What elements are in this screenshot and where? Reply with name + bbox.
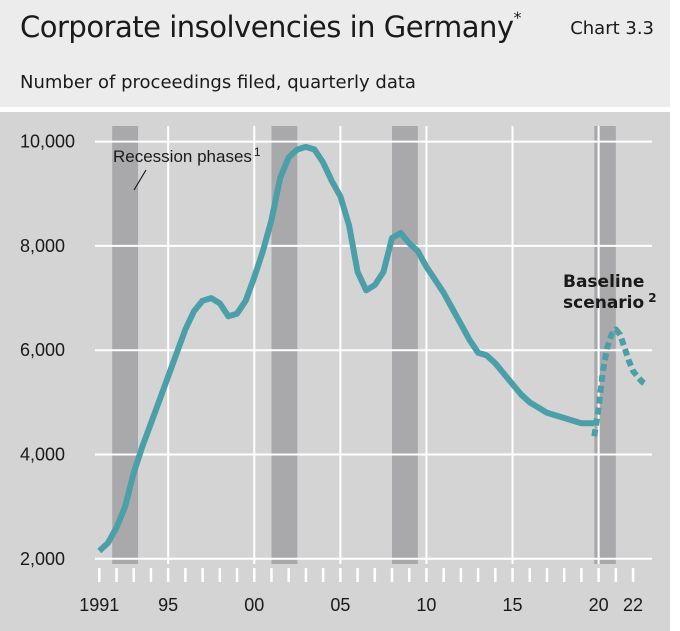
series-line-baseline-scenario	[591, 326, 648, 437]
x-tick-label: 1991	[79, 595, 119, 615]
x-tick-label: 15	[503, 595, 523, 615]
series-line-insolvencies	[97, 143, 595, 554]
chart-number: Chart 3.3	[570, 18, 654, 39]
chart-title: Corporate insolvencies in Germany*	[20, 8, 522, 44]
recession-label-leader	[133, 169, 147, 191]
x-tick-label: 10	[416, 595, 436, 615]
y-tick-label: 10,000	[20, 132, 75, 152]
x-tick-label: 22	[623, 595, 643, 615]
x-tick-label: 00	[244, 595, 264, 615]
chart-subtitle: Number of proceedings filed, quarterly d…	[20, 72, 416, 93]
baseline-label-line1: Baseline	[563, 272, 644, 292]
y-tick-label: 6,000	[20, 340, 65, 360]
x-tick-label: 20	[589, 595, 609, 615]
x-tick-label: 05	[330, 595, 350, 615]
chart-header: Corporate insolvencies in Germany* Chart…	[0, 0, 670, 107]
title-footnote-marker: *	[513, 8, 522, 27]
y-tick-label: 8,000	[20, 236, 65, 256]
y-tick-label: 4,000	[20, 445, 65, 465]
recession-band-3	[392, 126, 418, 564]
recession-band-1	[112, 126, 139, 564]
plot-background	[0, 112, 670, 631]
baseline-label-line2: scenario 2	[563, 291, 657, 313]
y-tick-label: 2,000	[20, 549, 65, 569]
x-tick-label: 95	[158, 595, 178, 615]
recession-label: Recession phases 1	[113, 145, 261, 166]
